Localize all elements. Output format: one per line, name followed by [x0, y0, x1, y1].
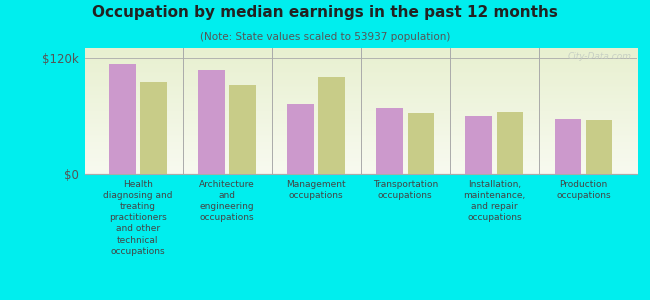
- Bar: [376, 108, 403, 174]
- Bar: [318, 77, 345, 174]
- Text: Transportation
occupations: Transportation occupations: [372, 180, 438, 200]
- Text: Installation,
maintenance,
and repair
occupations: Installation, maintenance, and repair oc…: [463, 180, 526, 222]
- Bar: [140, 82, 167, 174]
- Bar: [497, 112, 523, 174]
- Text: Production
occupations: Production occupations: [556, 180, 611, 200]
- Bar: [554, 119, 581, 174]
- Bar: [229, 85, 256, 174]
- Bar: [465, 116, 492, 174]
- Text: Management
occupations: Management occupations: [287, 180, 346, 200]
- Text: City-Data.com: City-Data.com: [567, 52, 632, 61]
- Bar: [408, 113, 434, 174]
- Text: Architecture
and
engineering
occupations: Architecture and engineering occupations: [199, 180, 255, 222]
- Bar: [198, 70, 225, 174]
- Text: Occupation by median earnings in the past 12 months: Occupation by median earnings in the pas…: [92, 4, 558, 20]
- Text: Health
diagnosing and
treating
practitioners
and other
technical
occupations: Health diagnosing and treating practitio…: [103, 180, 173, 256]
- Bar: [586, 120, 612, 174]
- Bar: [287, 104, 314, 174]
- Bar: [109, 64, 136, 174]
- Text: (Note: State values scaled to 53937 population): (Note: State values scaled to 53937 popu…: [200, 32, 450, 41]
